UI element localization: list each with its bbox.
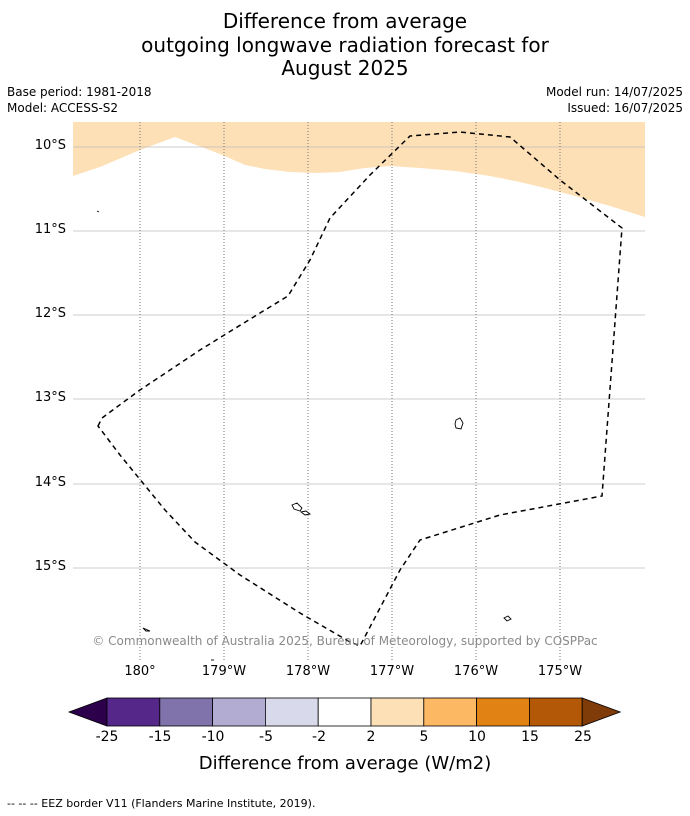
colorbar-tick-label: -2 <box>312 729 326 745</box>
colorbar-segment <box>370 697 425 727</box>
colorbar-segment <box>529 697 583 727</box>
colorbar-tick-label: 2 <box>366 729 376 745</box>
colorbar-tick-label: 25 <box>574 729 592 745</box>
island-west-speck <box>96 210 100 213</box>
colorbar-segment <box>317 697 372 727</box>
lat-label-13s: 13°S <box>34 390 66 405</box>
eez-legend-note: -- -- -- EEZ border V11 (Flanders Marine… <box>7 797 316 810</box>
issued-text: Issued: 16/07/2025 <box>567 101 683 115</box>
lat-label-10s: 10°S <box>34 138 66 153</box>
lat-label-14s: 14°S <box>34 475 66 490</box>
island-southwest <box>142 627 151 632</box>
metadata-left: Base period: 1981-2018 Model: ACCESS-S2 <box>7 84 152 116</box>
colorbar-tick-label: -25 <box>95 729 119 745</box>
colorbar-tick-label: -15 <box>148 729 172 745</box>
colorbar-title: Difference from average (W/m2) <box>198 753 492 774</box>
colorbar-segment <box>476 697 530 727</box>
lon-label-178w: 178°W <box>285 664 331 679</box>
lon-label-177w: 177°W <box>369 664 415 679</box>
islands <box>96 210 512 661</box>
colorbar-tick-label: -10 <box>201 729 225 745</box>
colorbar-segment <box>212 697 266 727</box>
longitude-gridlines <box>139 122 561 660</box>
lat-label-11s: 11°S <box>34 222 66 237</box>
map-title-line-1: Difference from average <box>222 9 468 33</box>
colorbar-tick-label: -5 <box>259 729 273 745</box>
model-text: Model: ACCESS-S2 <box>7 101 119 115</box>
colorbar-extend-high <box>581 697 622 727</box>
colorbar-extend-low <box>67 697 108 727</box>
lon-label-180: 180° <box>124 664 156 679</box>
island-central <box>454 417 464 430</box>
anomaly-region <box>73 122 645 217</box>
map-title-line-3: August 2025 <box>281 56 409 80</box>
colorbar-tick-label: 10 <box>468 729 486 745</box>
latitude-gridlines <box>73 146 645 569</box>
lat-label-15s: 15°S <box>34 559 66 574</box>
island-south-group <box>291 502 312 516</box>
lon-label-179w: 179°W <box>201 664 247 679</box>
eez-border <box>97 131 623 647</box>
colorbar-segment <box>159 697 214 727</box>
colorbar-tick-label: 5 <box>419 729 429 745</box>
metadata-right: Model run: 14/07/2025 Issued: 16/07/2025 <box>546 84 683 116</box>
colorbar-segment <box>423 697 477 727</box>
colorbar <box>67 697 622 727</box>
lon-label-175w: 175°W <box>537 664 583 679</box>
model-run-text: Model run: 14/07/2025 <box>545 85 683 99</box>
lon-label-176w: 176°W <box>453 664 499 679</box>
lat-label-12s: 12°S <box>34 306 66 321</box>
base-period-text: Base period: 1981-2018 <box>7 85 152 99</box>
colorbar-tick-label: 15 <box>521 729 539 745</box>
colorbar-segment <box>106 697 161 727</box>
colorbar-segment <box>264 697 319 727</box>
map-title-line-2: outgoing longwave radiation forecast for <box>141 33 549 57</box>
island-southeast <box>503 615 512 622</box>
copyright-notice: © Commonwealth of Australia 2025, Bureau… <box>92 634 598 648</box>
